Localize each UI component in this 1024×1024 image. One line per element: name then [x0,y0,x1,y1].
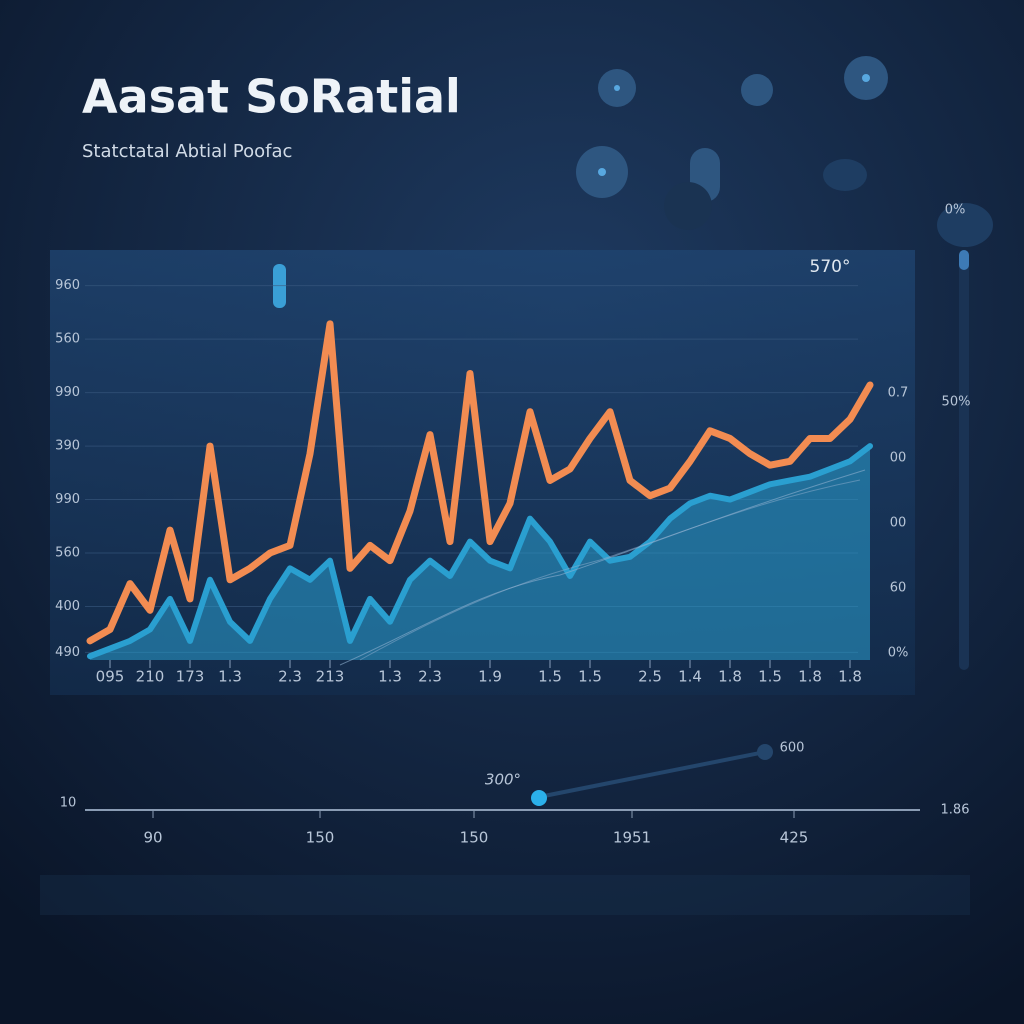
title: Aasat SoRatial [82,70,461,124]
icon [664,182,712,230]
decor-icons [576,56,993,670]
scroll-thumb[interactable] [959,250,969,270]
x-tick-label: 2.5 [638,668,662,686]
x-tick-label: 1.4 [678,668,702,686]
chart-badge: 570° [810,257,851,277]
right-label: 00 [890,516,907,531]
x-tick-label: 1.5 [538,668,562,686]
x-tick-label: 1.8 [838,668,862,686]
right-label: 00 [890,451,907,466]
footer-blur [40,875,970,915]
slider-tick-label: 90 [143,829,162,847]
slider-tick-label: 1951 [613,829,651,847]
y-tick-label: 390 [55,439,80,454]
x-tick-label: 1.8 [718,668,742,686]
x-tick-label: 095 [96,668,125,686]
icon [823,159,867,191]
x-tick-label: 1.3 [378,668,402,686]
x-tick-label: 2.3 [278,668,302,686]
slider-handle[interactable] [531,790,547,806]
series-line [87,443,873,660]
slider-tick-label: 425 [780,829,809,847]
slider-tick-label: 150 [460,829,489,847]
x-tick-label: 210 [136,668,165,686]
x-tick-label: 173 [176,668,205,686]
y-tick-label: 990 [55,492,80,507]
trend-line [359,479,861,661]
y-tick-label: 560 [55,332,80,347]
scrollbar[interactable] [959,250,969,670]
right-label: 0% [888,646,909,661]
icon [937,203,993,247]
x-tick-label: 1.5 [578,668,602,686]
icon [598,168,606,176]
right-label: 0.7 [888,386,909,401]
slider-end-label: 600 [780,741,805,756]
x-tick-label: 1.8 [798,668,822,686]
y-tick-label: 400 [55,599,80,614]
x-tick-label: 213 [316,668,345,686]
right-label: 60 [890,581,907,596]
icon [614,85,620,91]
slider-tick-label: 150 [306,829,335,847]
slider-ticks: 90 150 150 1951 425 [143,810,808,847]
x-tick-label: 1.5 [758,668,782,686]
y-tick-label: 960 [55,278,80,293]
icon [862,74,870,82]
plot: 490 400 560 990 390 990 560 960 095 210 173 1.3 2.3 2… [55,278,908,685]
x-tick-label: 1.3 [218,668,242,686]
slider-min: 10 [60,796,77,811]
slider-end[interactable] [757,744,773,760]
y-tick-label: 560 [55,546,80,561]
sidebar-label: 50% [942,395,971,410]
series-line [86,320,874,645]
icon [741,74,773,106]
x-tick-label: 2.3 [418,668,442,686]
y-tick-label: 490 [55,645,80,660]
trend-line [339,469,866,666]
sidebar-label: 0% [945,203,966,218]
slider-max: 1.86 [941,803,970,818]
slider-link [538,750,766,799]
subtitle: Statctatal Abtial Poofac [82,141,292,162]
x-tick-label: 1.9 [478,668,502,686]
slider[interactable] [85,744,920,811]
y-tick-label: 990 [55,385,80,400]
slider-handle-label: 300° [485,771,521,789]
